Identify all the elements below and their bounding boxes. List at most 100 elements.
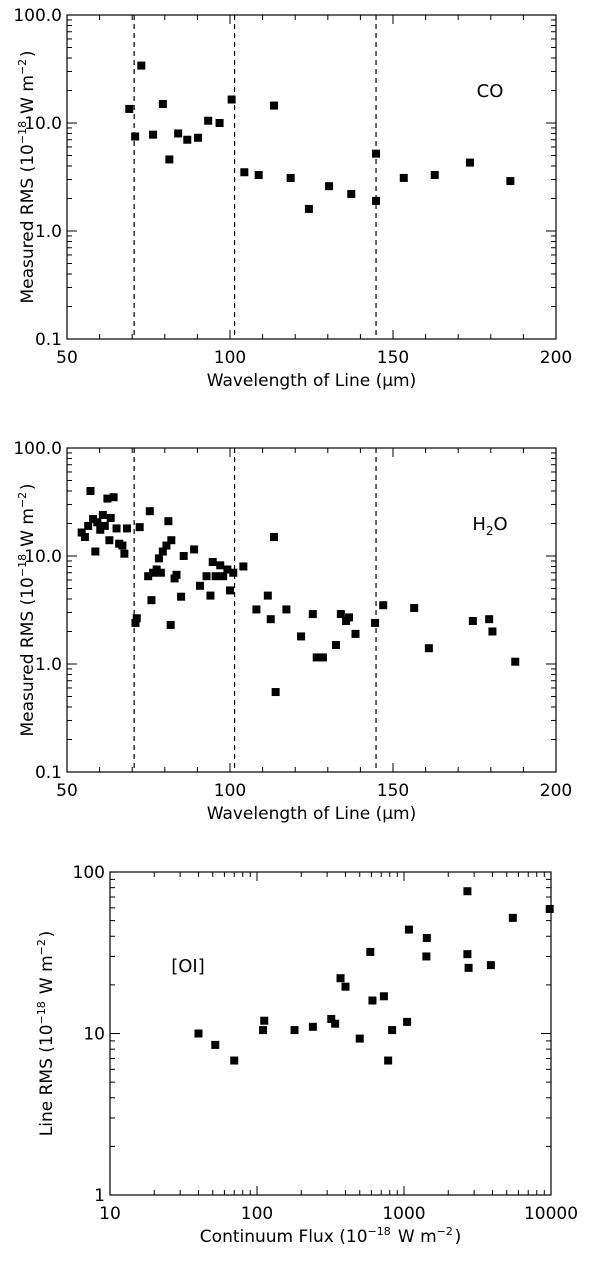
data-point (270, 101, 279, 110)
data-point (227, 95, 236, 104)
data-point (308, 1022, 317, 1031)
data-point (211, 1040, 220, 1049)
data-point (308, 610, 317, 619)
data-point (118, 541, 127, 550)
data-point (202, 572, 211, 581)
data-point (91, 547, 100, 556)
data-point (109, 493, 118, 502)
data-point (122, 524, 131, 533)
data-point (341, 982, 350, 991)
data-point (290, 1026, 299, 1035)
x-tick-label: 150 (377, 781, 409, 801)
data-point (206, 591, 215, 600)
data-point (312, 653, 321, 662)
x-axis-title: Continuum Flux (10−18 W m−2 ) (200, 1225, 461, 1247)
data-point (158, 99, 167, 108)
y-tick-label: 1.0 (35, 222, 62, 242)
data-point (347, 190, 356, 199)
data-point (336, 974, 345, 983)
data-point (351, 629, 360, 638)
x-tick-label: 200 (540, 781, 572, 801)
data-point (137, 61, 146, 70)
x-axis-title: Wavelength of Line (μm) (207, 804, 417, 824)
x-tick-label: 200 (540, 348, 572, 368)
data-point (488, 627, 497, 636)
data-point (154, 554, 163, 563)
data-point (194, 1029, 203, 1038)
data-point (149, 130, 158, 139)
x-tick-label: 100 (214, 348, 246, 368)
x-tick-label: 100 (241, 1204, 273, 1224)
y-tick-label: 100.0 (13, 6, 62, 26)
y-axis-title: Measured RMS (10−18 W m−2 ) (16, 483, 38, 736)
data-point (230, 1056, 239, 1065)
data-point (172, 570, 181, 579)
data-point (464, 963, 473, 972)
data-point (260, 1016, 269, 1025)
data-point (125, 104, 134, 113)
x-tick-label: 1000 (382, 1204, 425, 1224)
data-point (286, 173, 295, 182)
data-point (144, 572, 153, 581)
y-tick-label: 10 (83, 1025, 105, 1045)
data-point (355, 1034, 364, 1043)
data-point (105, 536, 114, 545)
y-tick-label: 0.1 (35, 330, 62, 350)
data-point (252, 605, 261, 614)
data-point (331, 1019, 340, 1028)
data-point (266, 615, 275, 624)
data-point (508, 913, 517, 922)
data-point (371, 618, 380, 627)
data-point (327, 1014, 336, 1023)
data-point (223, 565, 232, 574)
plot-frame-1 (66, 14, 557, 340)
y-axis-title: Line RMS (10−18 W m−2 ) (35, 931, 57, 1136)
y-tick-label: 0.1 (35, 763, 62, 783)
data-point (156, 568, 165, 577)
data-point (98, 510, 107, 519)
data-point (194, 133, 203, 142)
data-point (103, 494, 112, 503)
data-point (254, 171, 263, 180)
data-point (120, 549, 129, 558)
data-point (166, 620, 175, 629)
data-point (80, 532, 89, 541)
data-point (422, 934, 431, 943)
panel-2: 50 100 150 200 0.1 1.0 10.0 100.0 H2O Wavelength … (13, 439, 572, 824)
data-point (297, 632, 306, 641)
data-point (226, 586, 234, 595)
data-point (379, 992, 388, 1001)
data-point (404, 925, 413, 934)
data-point (304, 204, 313, 213)
data-point (422, 952, 431, 961)
data-point (403, 1017, 412, 1026)
data-point (410, 604, 419, 613)
data-point (465, 158, 474, 167)
data-point (96, 525, 105, 534)
data-point (331, 640, 340, 649)
data-point (379, 601, 388, 610)
y-tick-label: 1 (94, 1186, 105, 1206)
data-point (183, 135, 192, 144)
data-point (388, 1026, 397, 1035)
data-point (282, 605, 291, 614)
data-point (211, 572, 220, 581)
data-point (162, 541, 171, 550)
x-tick-label: 150 (377, 348, 409, 368)
y-tick-label: 1.0 (35, 655, 62, 675)
data-point (318, 653, 327, 662)
data-point (174, 129, 183, 138)
data-point (271, 688, 280, 697)
data-point (229, 568, 238, 577)
data-point (135, 523, 144, 532)
data-point (77, 528, 86, 537)
data-point (84, 521, 93, 530)
plot-frame-3 (109, 871, 552, 1196)
data-point (545, 905, 554, 914)
y-axis-title: Measured RMS (10−18 W m−2 ) (16, 50, 38, 303)
data-point (86, 486, 95, 495)
data-point (506, 177, 515, 186)
data-point (190, 545, 199, 554)
